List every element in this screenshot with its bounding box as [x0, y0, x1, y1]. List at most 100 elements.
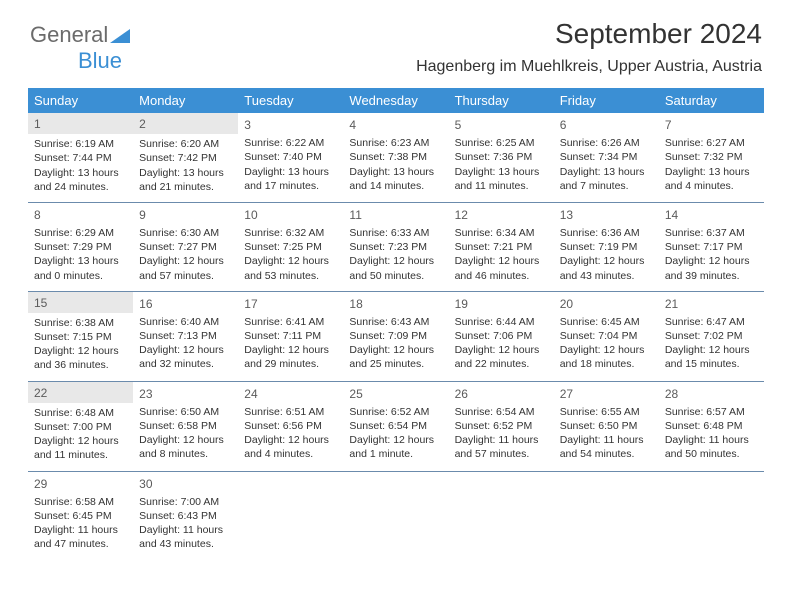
cell-text: Daylight: 12 hours — [34, 344, 127, 358]
calendar-cell: 4Sunrise: 6:23 AMSunset: 7:38 PMDaylight… — [343, 113, 448, 202]
cell-text: Daylight: 13 hours — [455, 165, 548, 179]
cell-text: Sunrise: 6:57 AM — [665, 405, 758, 419]
calendar-cell: 21Sunrise: 6:47 AMSunset: 7:02 PMDayligh… — [659, 291, 764, 381]
cell-text: and 47 minutes. — [34, 537, 127, 551]
cell-text: and 15 minutes. — [665, 357, 758, 371]
cell-text: and 22 minutes. — [455, 357, 548, 371]
calendar-cell: 1Sunrise: 6:19 AMSunset: 7:44 PMDaylight… — [28, 113, 133, 202]
cell-text: Sunrise: 6:32 AM — [244, 226, 337, 240]
calendar-cell: 9Sunrise: 6:30 AMSunset: 7:27 PMDaylight… — [133, 202, 238, 291]
cell-text: and 0 minutes. — [34, 269, 127, 283]
calendar-cell: 25Sunrise: 6:52 AMSunset: 6:54 PMDayligh… — [343, 381, 448, 471]
cell-text: Sunset: 7:40 PM — [244, 150, 337, 164]
cell-text: Daylight: 13 hours — [34, 254, 127, 268]
calendar-cell: 22Sunrise: 6:48 AMSunset: 7:00 PMDayligh… — [28, 381, 133, 471]
day-header: Sunday — [28, 88, 133, 113]
cell-text: Sunrise: 6:22 AM — [244, 136, 337, 150]
cell-text: and 50 minutes. — [665, 447, 758, 461]
day-number: 14 — [665, 207, 758, 223]
day-number: 28 — [665, 386, 758, 402]
calendar-cell: 15Sunrise: 6:38 AMSunset: 7:15 PMDayligh… — [28, 291, 133, 381]
calendar-table: Sunday Monday Tuesday Wednesday Thursday… — [28, 88, 764, 559]
cell-text: and 11 minutes. — [34, 448, 127, 462]
cell-text: and 18 minutes. — [560, 357, 653, 371]
calendar-cell: 12Sunrise: 6:34 AMSunset: 7:21 PMDayligh… — [449, 202, 554, 291]
calendar-row: 22Sunrise: 6:48 AMSunset: 7:00 PMDayligh… — [28, 381, 764, 471]
day-number: 11 — [349, 207, 442, 223]
calendar-cell: 5 Sunrise: 6:25 AMSunset: 7:36 PMDaylight… — [449, 113, 554, 202]
cell-text: Daylight: 11 hours — [455, 433, 548, 447]
day-number: 5 — [455, 117, 548, 133]
cell-text: Daylight: 12 hours — [139, 433, 232, 447]
cell-text: and 32 minutes. — [139, 357, 232, 371]
calendar-cell: 23Sunrise: 6:50 AMSunset: 6:58 PMDayligh… — [133, 381, 238, 471]
day-number: 25 — [349, 386, 442, 402]
cell-text: Daylight: 13 hours — [139, 166, 232, 180]
calendar-row: 29Sunrise: 6:58 AMSunset: 6:45 PMDayligh… — [28, 471, 764, 559]
cell-text: Daylight: 13 hours — [349, 165, 442, 179]
cell-text: Sunset: 6:52 PM — [455, 419, 548, 433]
calendar-row: 8Sunrise: 6:29 AMSunset: 7:29 PMDaylight… — [28, 202, 764, 291]
calendar-cell — [659, 471, 764, 559]
cell-text: and 57 minutes. — [455, 447, 548, 461]
day-number: 22 — [28, 382, 133, 403]
cell-text: Sunset: 7:13 PM — [139, 329, 232, 343]
day-number: 30 — [139, 476, 232, 492]
calendar-row: 1Sunrise: 6:19 AMSunset: 7:44 PMDaylight… — [28, 113, 764, 202]
day-header: Friday — [554, 88, 659, 113]
day-number: 9 — [139, 207, 232, 223]
calendar-cell — [554, 471, 659, 559]
cell-text: Sunrise: 6:29 AM — [34, 226, 127, 240]
cell-text: Sunrise: 6:27 AM — [665, 136, 758, 150]
calendar-cell: 11Sunrise: 6:33 AMSunset: 7:23 PMDayligh… — [343, 202, 448, 291]
cell-text: Sunrise: 7:00 AM — [139, 495, 232, 509]
calendar-cell: 27Sunrise: 6:55 AMSunset: 6:50 PMDayligh… — [554, 381, 659, 471]
calendar-cell: 26Sunrise: 6:54 AMSunset: 6:52 PMDayligh… — [449, 381, 554, 471]
cell-text: Sunset: 6:58 PM — [139, 419, 232, 433]
cell-text: Sunset: 7:23 PM — [349, 240, 442, 254]
calendar-cell: 24Sunrise: 6:51 AMSunset: 6:56 PMDayligh… — [238, 381, 343, 471]
cell-text: Sunset: 7:06 PM — [455, 329, 548, 343]
day-header: Saturday — [659, 88, 764, 113]
cell-text: and 29 minutes. — [244, 357, 337, 371]
cell-text: Daylight: 13 hours — [560, 165, 653, 179]
cell-text: Sunrise: 6:40 AM — [139, 315, 232, 329]
day-number: 12 — [455, 207, 548, 223]
cell-text: Daylight: 11 hours — [139, 523, 232, 537]
cell-text: Sunset: 7:42 PM — [139, 151, 232, 165]
day-number: 16 — [139, 296, 232, 312]
cell-text: Sunset: 7:04 PM — [560, 329, 653, 343]
cell-text: Sunrise: 6:33 AM — [349, 226, 442, 240]
calendar-cell: 6Sunrise: 6:26 AMSunset: 7:34 PMDaylight… — [554, 113, 659, 202]
cell-text: Daylight: 12 hours — [139, 254, 232, 268]
cell-text: Daylight: 13 hours — [244, 165, 337, 179]
calendar-cell: 10Sunrise: 6:32 AMSunset: 7:25 PMDayligh… — [238, 202, 343, 291]
day-number: 15 — [28, 292, 133, 313]
day-number: 6 — [560, 117, 653, 133]
cell-text: and 36 minutes. — [34, 358, 127, 372]
cell-text: and 4 minutes. — [665, 179, 758, 193]
calendar-cell — [343, 471, 448, 559]
cell-text: Daylight: 12 hours — [34, 434, 127, 448]
cell-text: and 8 minutes. — [139, 447, 232, 461]
cell-text: Sunset: 7:36 PM — [455, 150, 548, 164]
cell-text: Sunrise: 6:36 AM — [560, 226, 653, 240]
cell-text: Daylight: 12 hours — [560, 254, 653, 268]
cell-text: Sunset: 6:45 PM — [34, 509, 127, 523]
calendar-cell: 29Sunrise: 6:58 AMSunset: 6:45 PMDayligh… — [28, 471, 133, 559]
cell-text: Sunset: 6:50 PM — [560, 419, 653, 433]
cell-text: and 46 minutes. — [455, 269, 548, 283]
cell-text: and 43 minutes. — [560, 269, 653, 283]
day-number: 23 — [139, 386, 232, 402]
day-number: 29 — [34, 476, 127, 492]
cell-text: Sunrise: 6:19 AM — [34, 137, 127, 151]
cell-text: Sunset: 7:09 PM — [349, 329, 442, 343]
cell-text: Sunrise: 6:34 AM — [455, 226, 548, 240]
cell-text: Daylight: 12 hours — [455, 254, 548, 268]
day-number: 13 — [560, 207, 653, 223]
cell-text: Daylight: 12 hours — [665, 343, 758, 357]
cell-text: Sunrise: 6:44 AM — [455, 315, 548, 329]
cell-text: Sunrise: 6:25 AM — [455, 136, 548, 150]
calendar-cell: 16Sunrise: 6:40 AMSunset: 7:13 PMDayligh… — [133, 291, 238, 381]
day-header: Monday — [133, 88, 238, 113]
